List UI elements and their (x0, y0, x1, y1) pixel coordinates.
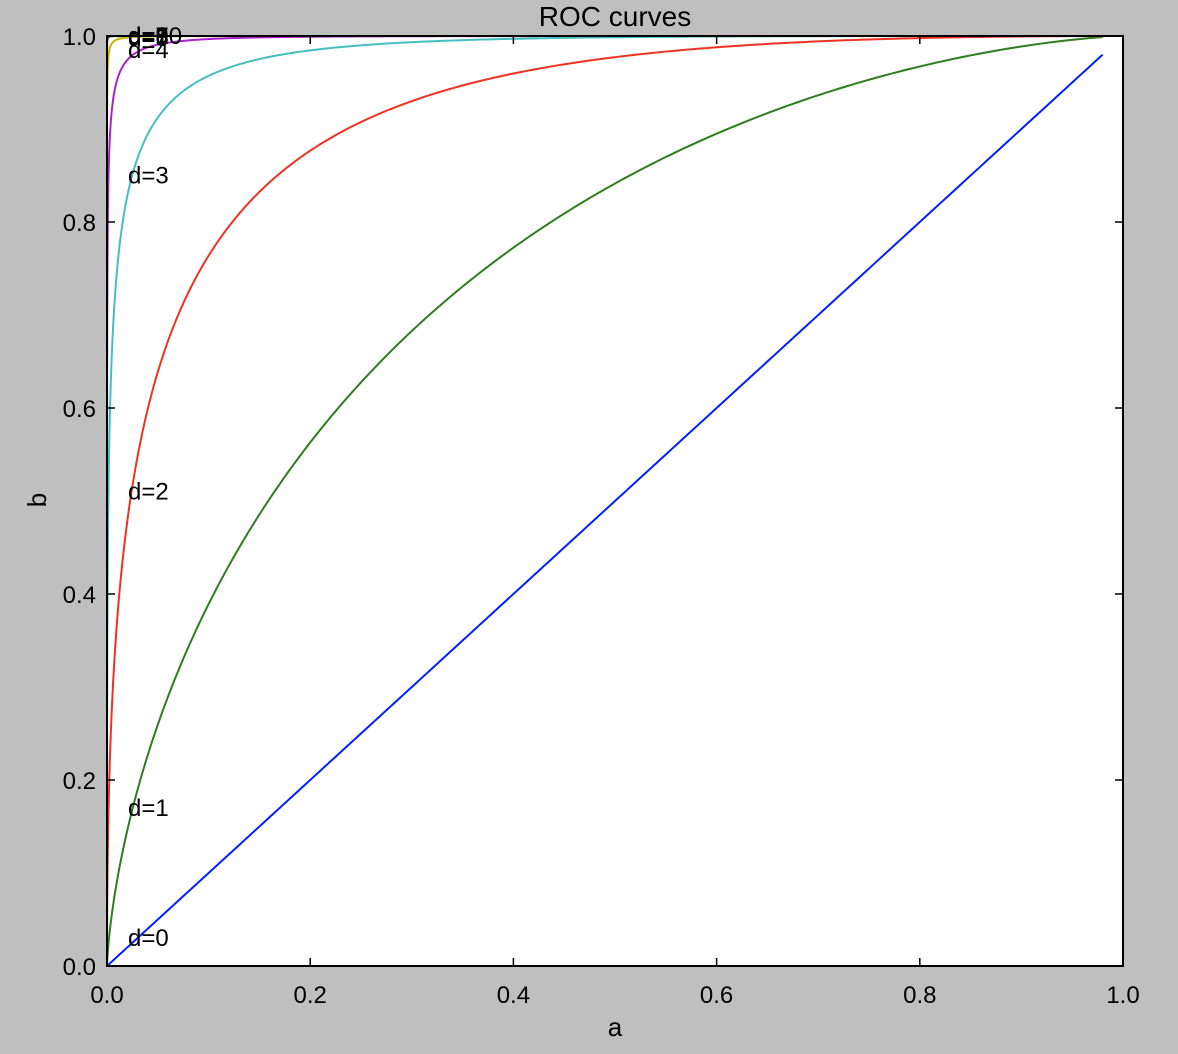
x-axis-label: a (608, 1012, 623, 1042)
curve-label-d-6: d=6 (128, 24, 169, 51)
x-tick-label: 1.0 (1106, 982, 1139, 1009)
x-tick-label: 0.6 (700, 982, 733, 1009)
y-tick-label: 0.4 (63, 582, 96, 609)
curve-labels-group: d=0d=1d=2d=3d=4d=5d=6d=7d=8d=9d=10 (128, 23, 182, 952)
curve-label-d-0: d=0 (128, 925, 169, 952)
curve-d-1 (106, 36, 1103, 966)
y-tick-label: 0.2 (63, 768, 96, 795)
plot-frame (106, 35, 1124, 967)
y-tick-label: 1.0 (63, 24, 96, 51)
y-tick-label: 0.0 (63, 954, 96, 981)
curve-label-d-3: d=3 (128, 163, 169, 190)
curve-label-d-2: d=2 (128, 479, 169, 506)
chart-title: ROC curves (539, 1, 691, 32)
curve-label-d-5: d=5 (128, 25, 169, 52)
y-tick-label: 0.8 (63, 210, 96, 237)
x-tick-label: 0.8 (903, 982, 936, 1009)
curve-label-d-4: d=4 (128, 37, 169, 64)
x-tick-label: 0.4 (497, 982, 530, 1009)
x-tick-label: 0.0 (90, 982, 123, 1009)
curve-label-d-1: d=1 (128, 795, 169, 822)
y-axis-label: b (22, 493, 52, 507)
curve-d-2 (106, 35, 1103, 966)
ticks-group: 0.0 0.2 0.4 0.6 0.8 1.0 0.0 0.2 0.4 0.6 0.8 1.0 (63, 24, 1140, 1009)
y-tick-label: 0.6 (63, 396, 96, 423)
x-tick-label: 0.2 (294, 982, 327, 1009)
curve-d-0 (106, 53, 1104, 967)
